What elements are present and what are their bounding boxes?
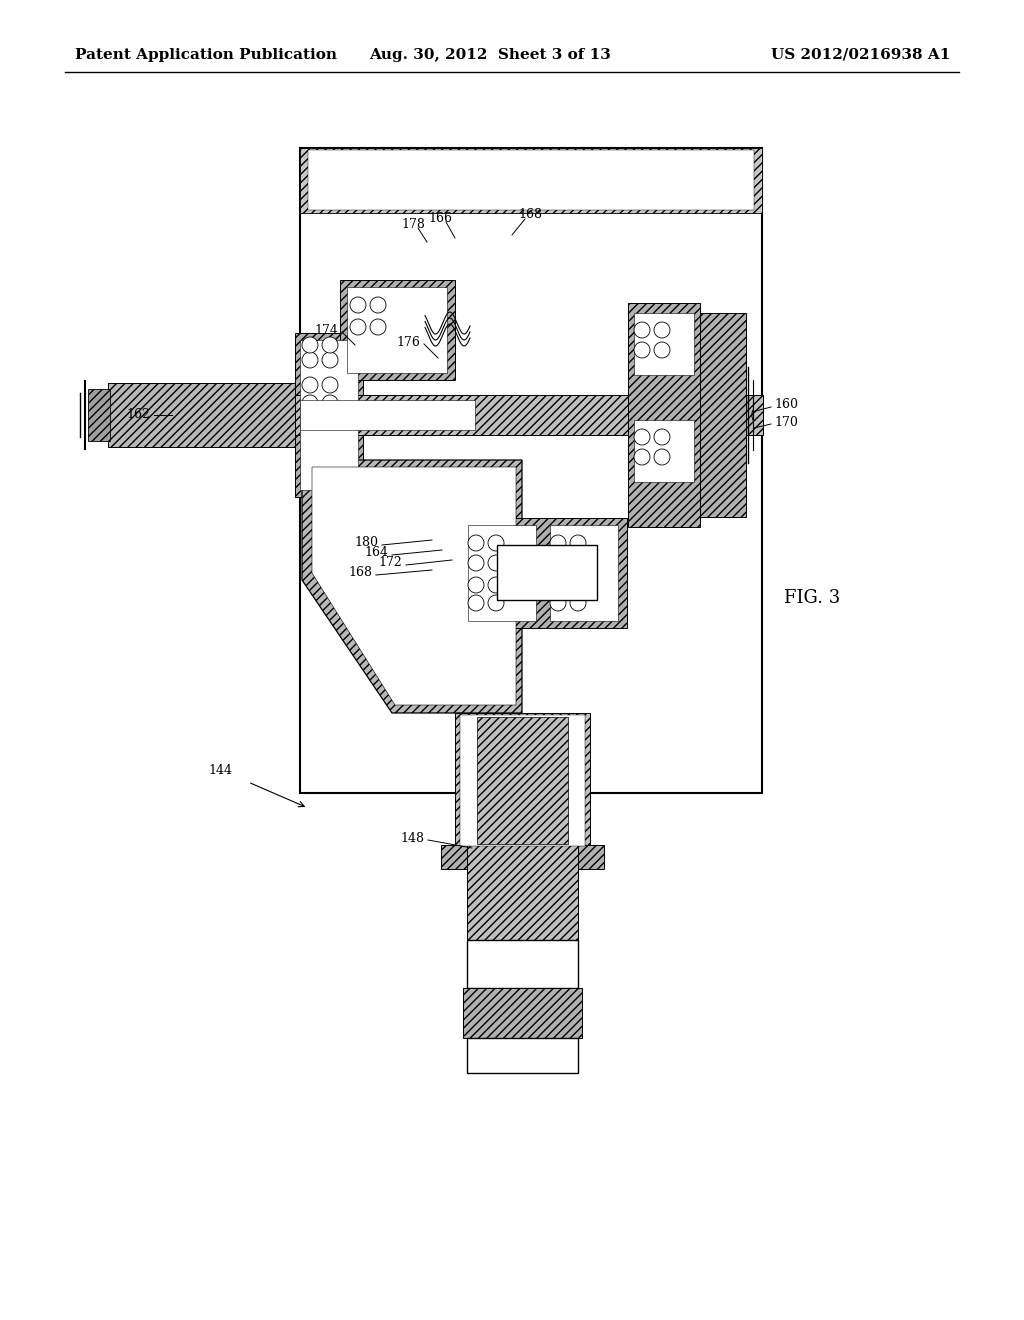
Text: 164: 164	[364, 546, 388, 560]
Circle shape	[570, 535, 586, 550]
Bar	[340, 280, 455, 380]
Text: 148: 148	[400, 832, 424, 845]
Circle shape	[322, 352, 338, 368]
Circle shape	[570, 554, 586, 572]
Text: 162: 162	[126, 408, 150, 421]
Bar	[497, 545, 597, 601]
Polygon shape	[312, 467, 516, 705]
Circle shape	[550, 595, 566, 611]
Circle shape	[634, 342, 650, 358]
Text: 172: 172	[378, 557, 402, 569]
Circle shape	[302, 378, 318, 393]
Circle shape	[634, 429, 650, 445]
Text: 144: 144	[208, 763, 232, 776]
Bar	[300, 341, 358, 490]
Text: 178: 178	[401, 219, 425, 231]
Text: FIG. 3: FIG. 3	[784, 589, 840, 607]
Text: 176: 176	[396, 335, 420, 348]
Circle shape	[654, 449, 670, 465]
Circle shape	[550, 535, 566, 550]
Circle shape	[488, 595, 504, 611]
Bar	[295, 333, 362, 498]
Bar	[634, 313, 694, 375]
Circle shape	[350, 297, 366, 313]
Bar	[455, 713, 590, 847]
Circle shape	[370, 319, 386, 335]
Circle shape	[322, 378, 338, 393]
Circle shape	[654, 322, 670, 338]
Circle shape	[634, 449, 650, 465]
Text: 174: 174	[314, 323, 338, 337]
Circle shape	[468, 577, 484, 593]
Bar	[467, 940, 578, 987]
Circle shape	[350, 319, 366, 335]
Circle shape	[370, 297, 386, 313]
Circle shape	[302, 352, 318, 368]
Bar	[468, 525, 536, 620]
Circle shape	[322, 395, 338, 411]
Circle shape	[654, 429, 670, 445]
Text: Aug. 30, 2012  Sheet 3 of 13: Aug. 30, 2012 Sheet 3 of 13	[369, 48, 611, 62]
Circle shape	[468, 595, 484, 611]
Text: US 2012/0216938 A1: US 2012/0216938 A1	[771, 48, 950, 62]
Circle shape	[302, 337, 318, 352]
Circle shape	[634, 322, 650, 338]
Bar	[460, 715, 585, 846]
Text: Patent Application Publication: Patent Application Publication	[75, 48, 337, 62]
Text: 160: 160	[774, 399, 798, 412]
Bar	[550, 525, 618, 620]
Circle shape	[302, 395, 318, 411]
Text: 180: 180	[354, 536, 378, 549]
Bar	[108, 383, 303, 447]
Circle shape	[570, 595, 586, 611]
Circle shape	[550, 577, 566, 593]
Bar	[634, 420, 694, 482]
Bar	[308, 150, 754, 210]
Bar	[628, 304, 700, 527]
Text: 168: 168	[518, 209, 542, 222]
Bar	[477, 717, 568, 843]
Bar	[300, 148, 762, 213]
Circle shape	[488, 535, 504, 550]
Circle shape	[550, 554, 566, 572]
Circle shape	[488, 577, 504, 593]
Bar	[300, 400, 475, 430]
Bar	[700, 313, 746, 517]
Bar	[463, 987, 582, 1038]
Circle shape	[322, 337, 338, 352]
Polygon shape	[302, 459, 522, 713]
Bar	[88, 389, 110, 441]
Circle shape	[468, 554, 484, 572]
Bar	[467, 793, 578, 941]
Bar	[295, 395, 763, 436]
Circle shape	[570, 577, 586, 593]
Circle shape	[468, 535, 484, 550]
Bar	[441, 845, 604, 869]
Text: 166: 166	[428, 211, 452, 224]
Text: 168: 168	[348, 566, 372, 579]
Bar	[462, 517, 627, 628]
Circle shape	[654, 342, 670, 358]
Bar	[467, 1038, 578, 1073]
Bar	[347, 286, 447, 374]
Bar	[300, 148, 762, 793]
Circle shape	[488, 554, 504, 572]
Text: 170: 170	[774, 416, 798, 429]
